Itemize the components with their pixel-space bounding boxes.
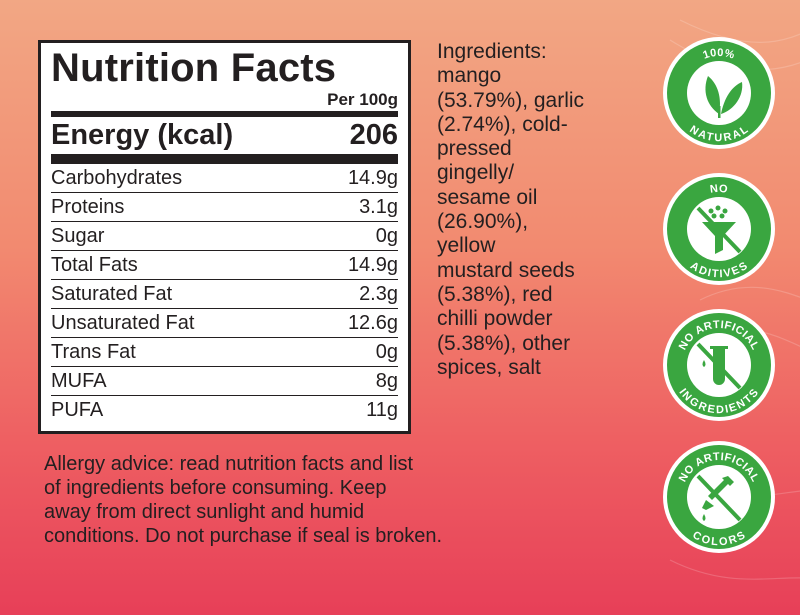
nutrient-value: 0g: [375, 225, 398, 247]
nutrient-value: 12.6g: [347, 312, 398, 334]
nutrient-label: Trans Fat: [51, 341, 136, 363]
nutrient-label: Sugar: [51, 225, 105, 247]
ingredients-text: Ingredients: mango (53.79%), garlic (2.7…: [437, 40, 637, 380]
badge-100-natural: 100% NATURAL: [662, 36, 776, 150]
nutrient-row-unsaturated-fat: Unsaturated Fat 12.6g: [51, 309, 398, 338]
nutrient-label: Unsaturated Fat: [51, 312, 195, 334]
allergy-advice: Allergy advice: read nutrition facts and…: [44, 452, 589, 548]
ingredients-line: chilli powder: [437, 307, 553, 331]
allergy-line: away from direct sunlight and humid: [44, 501, 365, 523]
ingredients-line: yellow: [437, 234, 496, 258]
ingredients-line: pressed: [437, 137, 512, 161]
nutrient-value: 2.3g: [359, 283, 398, 305]
badge-no-aditives: NO ADITIVES: [662, 172, 776, 286]
svg-text:COLORS: COLORS: [690, 529, 747, 548]
ingredients-line: (26.90%),: [437, 210, 529, 234]
badge-no-artificial-ingredients: NO ARTIFICIAL INGREDIENTS: [662, 308, 776, 422]
dropper-icon: [696, 474, 742, 522]
leaves-icon: [705, 76, 743, 118]
nutrient-list: Carbohydrates 14.9g Proteins 3.1g Sugar 0g …: [51, 164, 398, 425]
nutrient-row-proteins: Proteins 3.1g: [51, 193, 398, 222]
allergy-line: conditions. Do not purchase if seal is b…: [44, 525, 442, 547]
nutrient-label: Saturated Fat: [51, 283, 173, 305]
nutrient-value: 11g: [366, 399, 398, 421]
allergy-line: of ingredients before consuming. Keep: [44, 477, 387, 499]
nutrient-value: 14.9g: [347, 167, 398, 189]
nutrient-label: Carbohydrates: [51, 167, 183, 189]
test-tube-icon: [696, 342, 742, 390]
allergy-line: Allergy advice: read nutrition facts and…: [44, 453, 414, 475]
nutrient-value: 8g: [375, 370, 398, 392]
nutrient-row-saturated-fat: Saturated Fat 2.3g: [51, 280, 398, 309]
nutrient-row-mufa: MUFA 8g: [51, 367, 398, 396]
ingredients-line: mango: [437, 64, 502, 88]
nutrition-title: Nutrition Facts: [51, 46, 337, 90]
nutrient-label: PUFA: [51, 399, 104, 421]
nutrient-row-sugar: Sugar 0g: [51, 222, 398, 251]
funnel-icon: [696, 205, 742, 254]
nutrient-label: MUFA: [51, 370, 107, 392]
ingredients-line: mustard seeds: [437, 258, 575, 282]
nutrient-value: 3.1g: [359, 196, 398, 218]
nutrient-row-total-fats: Total Fats 14.9g: [51, 251, 398, 280]
ingredients-line: (2.74%), cold-: [437, 112, 568, 136]
svg-text:100%: 100%: [701, 47, 736, 62]
nutrition-facts-panel: Nutrition Facts Per 100g Energy (kcal) 2…: [38, 40, 411, 434]
badge-bottom-text: COLORS: [690, 529, 747, 548]
serving-size: Per 100g: [51, 90, 398, 117]
ingredients-line: (5.38%), red: [437, 282, 553, 306]
energy-row: Energy (kcal) 206: [51, 117, 398, 164]
nutrient-value: 14.9g: [347, 254, 398, 276]
ingredients-line: sesame oil: [437, 185, 538, 209]
nutrient-label: Total Fats: [51, 254, 138, 276]
ingredients-line: spices, salt: [437, 355, 541, 379]
nutrient-label: Proteins: [51, 196, 125, 218]
nutrient-row-carbohydrates: Carbohydrates 14.9g: [51, 164, 398, 193]
badge-top-text: 100%: [701, 47, 735, 62]
nutrient-value: 0g: [375, 341, 398, 363]
ingredients-line: (53.79%), garlic: [437, 88, 585, 112]
ingredients-line: (5.38%), other: [437, 331, 571, 355]
ingredients-line: Ingredients:: [437, 40, 547, 63]
badge-no-artificial-colors: NO ARTIFICIAL COLORS: [662, 440, 776, 554]
ingredients-line: gingelly/: [437, 161, 515, 185]
nutrient-row-trans-fat: Trans Fat 0g: [51, 338, 398, 367]
energy-label: Energy (kcal): [51, 119, 234, 151]
energy-value: 206: [349, 119, 398, 151]
nutrient-row-pufa: PUFA 11g: [51, 396, 398, 425]
